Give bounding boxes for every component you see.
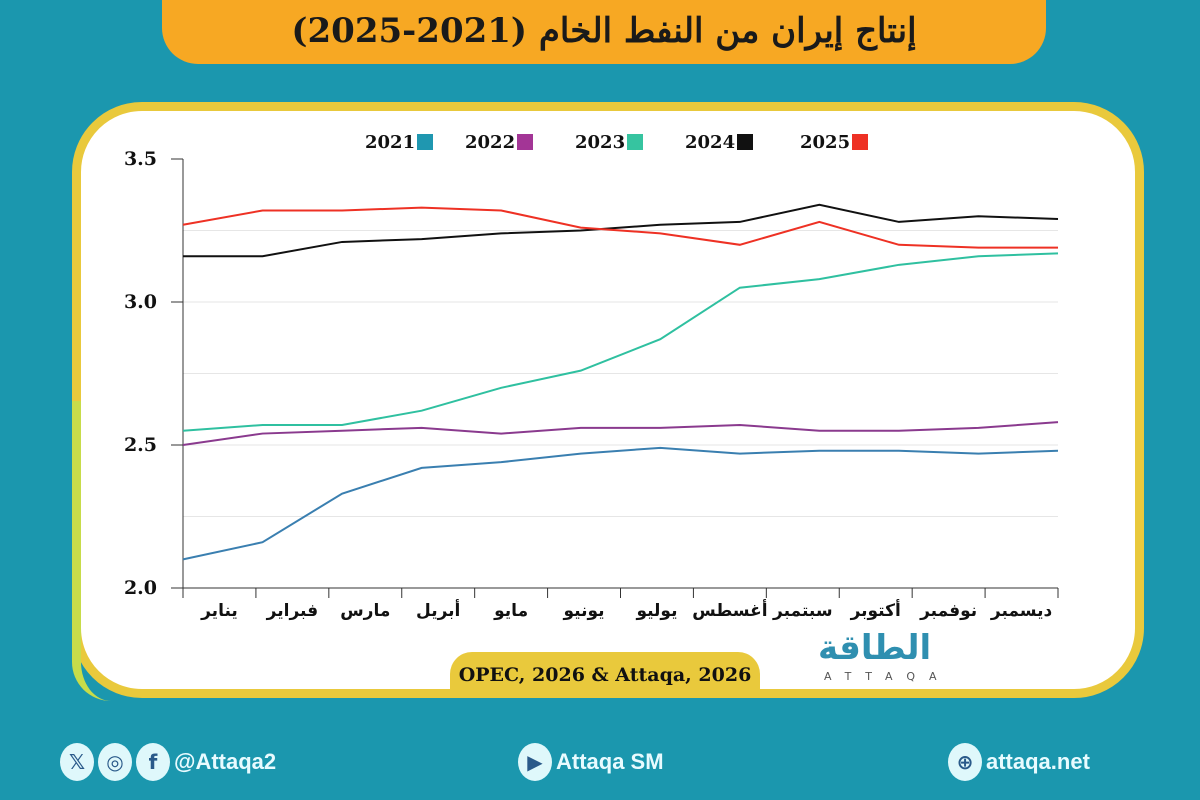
- legend-swatch-2023: [627, 134, 643, 150]
- series-line-2025: [182, 206, 1058, 249]
- y-tick-label: 3.5: [124, 148, 157, 170]
- footer-youtube: ▶ Attaqa SM: [518, 742, 664, 782]
- x-tick-label: أبريل: [416, 599, 460, 621]
- legend-label-2021: 2021: [365, 132, 415, 153]
- x-tick-label: ديسمبر: [990, 601, 1053, 621]
- legend-label-2025: 2025: [800, 132, 850, 153]
- x-tick-label: فبراير: [266, 601, 318, 621]
- legend-label-2024: 2024: [685, 132, 735, 153]
- logo-arabic: الطاقة: [818, 628, 932, 668]
- y-tick-label: 2.0: [124, 577, 157, 599]
- legend-swatch-2022: [517, 134, 533, 150]
- youtube-icon[interactable]: ▶: [518, 743, 552, 781]
- youtube-handle[interactable]: Attaqa SM: [556, 749, 664, 774]
- x-tick-label: نوفمبر: [919, 601, 977, 621]
- x-tick-label: يونيو: [563, 601, 605, 621]
- x-tick-label: سبتمبر: [772, 601, 833, 621]
- chart-card: [72, 102, 1144, 701]
- x-icon[interactable]: 𝕏: [60, 743, 94, 781]
- x-tick-label: أغسطس: [692, 599, 767, 621]
- logo-latin: ATTAQA: [824, 670, 951, 683]
- legend-label-2022: 2022: [465, 132, 515, 153]
- source-label: OPEC, 2026 & Attaqa, 2026: [450, 652, 760, 696]
- series-line-2022: [182, 421, 1059, 446]
- legend-swatch-2024: [737, 134, 753, 150]
- chart-title: إنتاج إيران من النفط الخام (2021-2025): [162, 0, 1046, 64]
- website-link[interactable]: attaqa.net: [986, 749, 1090, 774]
- facebook-icon[interactable]: f: [136, 743, 170, 781]
- footer-social: 𝕏 ◎ f @Attaqa2: [60, 742, 276, 782]
- globe-icon[interactable]: ⊕: [948, 743, 982, 781]
- y-tick-label: 3.0: [124, 291, 157, 313]
- series-line-2021: [182, 446, 1059, 561]
- social-handle[interactable]: @Attaqa2: [174, 749, 277, 774]
- x-tick-label: يوليو: [635, 601, 677, 621]
- series-line-2023: [182, 252, 1059, 432]
- instagram-icon[interactable]: ◎: [98, 743, 132, 781]
- x-tick-label: مايو: [493, 601, 528, 621]
- x-tick-label: أكتوبر: [850, 599, 901, 621]
- series-line-2024: [183, 203, 1059, 258]
- legend-swatch-2021: [417, 134, 433, 150]
- x-tick-label: مارس: [340, 601, 390, 621]
- attaqa-logo: الطاقة ATTAQA: [818, 628, 1008, 688]
- legend-swatch-2025: [852, 134, 868, 150]
- footer-website: ⊕ attaqa.net: [948, 742, 1090, 782]
- y-tick-label: 2.5: [124, 434, 157, 456]
- legend-label-2023: 2023: [575, 132, 625, 153]
- x-tick-label: يناير: [200, 601, 238, 621]
